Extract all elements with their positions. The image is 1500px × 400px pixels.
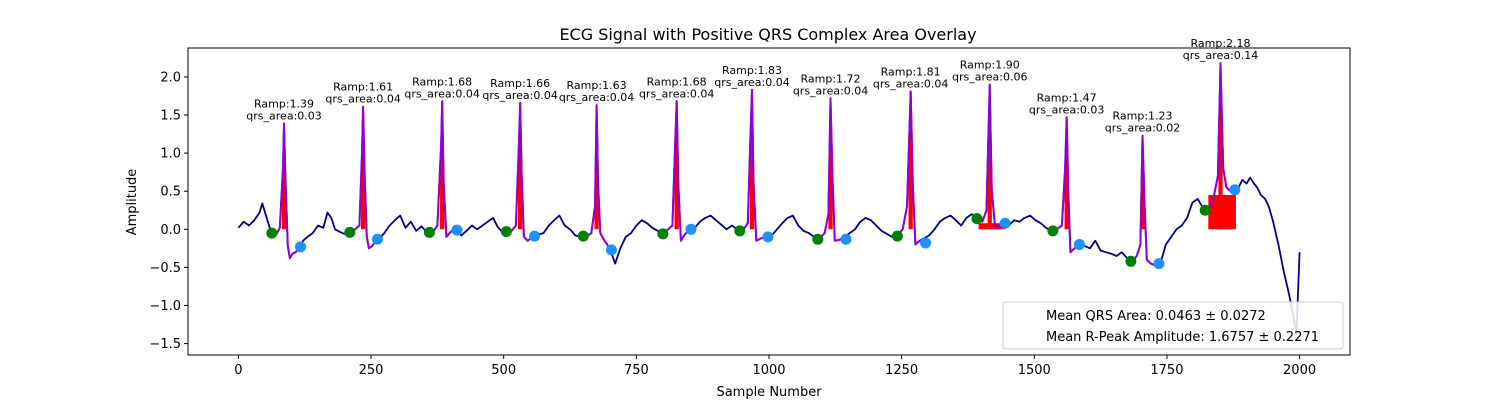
qrs-area-label-3: qrs_area:0.04 (404, 87, 479, 100)
r-amplitude-label-2: Ramp:1.61 (333, 81, 393, 94)
r-amplitude-label-11: Ramp:1.47 (1037, 91, 1097, 104)
x-tick-label-1250: 1250 (885, 363, 918, 378)
y-tick-label-5: 1.0 (160, 147, 181, 162)
legend: Mean QRS Area: 0.0463 ± 0.0272 Mean R-Pe… (1002, 301, 1344, 350)
r-amplitude-label-9: Ramp:1.81 (881, 65, 941, 78)
x-tick-label-1750: 1750 (1150, 363, 1183, 378)
plot-area: Ramp:1.39qrs_area:0.03Ramp:1.61qrs_area:… (237, 37, 1301, 336)
q-point-5 (577, 230, 589, 242)
x-tick-label-250: 250 (359, 363, 384, 378)
s-point-7 (762, 231, 774, 243)
legend-entry-mean-qrs-area: Mean QRS Area: 0.0463 ± 0.0272 (1046, 309, 1266, 324)
y-tick-label-2: −0.5 (149, 261, 181, 276)
qrs-area-fill-3 (440, 101, 445, 230)
qrs-area-label-13: qrs_area:0.14 (1183, 49, 1258, 62)
qrs-area-label-9: qrs_area:0.04 (873, 77, 948, 90)
r-amplitude-label-7: Ramp:1.83 (722, 64, 782, 77)
s-point-3 (451, 224, 463, 236)
r-amplitude-label-10: Ramp:1.90 (960, 59, 1020, 72)
qrs-area-label-7: qrs_area:0.04 (714, 76, 789, 89)
s-point-1 (294, 241, 306, 253)
s-point-12 (1153, 258, 1165, 270)
x-tick-label-2000: 2000 (1283, 363, 1316, 378)
y-tick-label-3: 0.0 (160, 223, 181, 238)
s-point-4 (528, 230, 540, 242)
q-point-7 (734, 225, 746, 237)
q-point-12 (1125, 255, 1137, 267)
axes-ticks: 0 250 500 750 1000 1250 1500 1750 2000 −1.5 −1.0 −0… (149, 70, 1316, 378)
qrs-area-label-6: qrs_area:0.04 (639, 87, 714, 100)
qrs-area-fill-10 (987, 84, 992, 230)
x-tick-label-1000: 1000 (752, 363, 785, 378)
q-point-10 (971, 213, 983, 225)
legend-box (1002, 301, 1344, 350)
qrs-segment-11 (1052, 116, 1081, 254)
qrs-area-label-5: qrs_area:0.04 (559, 91, 634, 104)
r-amplitude-label-4: Ramp:1.66 (490, 77, 550, 90)
q-point-11 (1047, 225, 1059, 237)
s-point-13 (1229, 184, 1241, 196)
qrs-area-label-8: qrs_area:0.04 (793, 84, 868, 97)
qrs-area-label-12: qrs_area:0.02 (1105, 122, 1180, 135)
s-point-9 (920, 237, 932, 249)
q-point-2 (344, 226, 356, 238)
y-tick-label-6: 1.5 (160, 109, 181, 124)
s-point-10 (999, 217, 1011, 229)
y-tick-label-1: −1.0 (149, 299, 181, 314)
r-amplitude-label-12: Ramp:1.23 (1113, 110, 1173, 123)
q-point-13 (1199, 204, 1211, 216)
x-tick-label-1500: 1500 (1018, 363, 1051, 378)
r-amplitude-label-13: Ramp:2.18 (1191, 37, 1251, 50)
r-amplitude-label-1: Ramp:1.39 (254, 97, 314, 110)
qrs-area-label-2: qrs_area:0.04 (325, 93, 400, 106)
q-point-6 (657, 228, 669, 240)
qrs-segment-3 (429, 100, 458, 238)
q-point-8 (812, 233, 824, 245)
x-axis-label: Sample Number (716, 385, 822, 400)
q-point-3 (423, 226, 435, 238)
s-point-2 (371, 233, 383, 245)
y-tick-label-4: 0.5 (160, 185, 181, 200)
qrs-area-label-4: qrs_area:0.04 (482, 89, 557, 102)
r-amplitude-label-6: Ramp:1.68 (647, 75, 707, 88)
q-point-9 (891, 230, 903, 242)
legend-entry-mean-r-peak-amplitude: Mean R-Peak Amplitude: 1.6757 ± 0.2271 (1046, 330, 1319, 345)
s-point-6 (685, 223, 697, 235)
qrs-area-label-11: qrs_area:0.03 (1029, 103, 1104, 116)
qrs-area-fill-1 (281, 123, 287, 230)
qrs-segment-12 (1130, 134, 1160, 267)
qrs-area-fill-2 (360, 106, 366, 230)
qrs-area-block-1 (978, 223, 1006, 230)
s-point-5 (605, 244, 617, 256)
qrs-area-fill-4 (518, 102, 523, 230)
r-amplitude-label-3: Ramp:1.68 (412, 75, 472, 88)
qrs-segment-1 (271, 122, 302, 260)
x-tick-label-750: 750 (624, 363, 649, 378)
s-point-11 (1073, 239, 1085, 251)
r-amplitude-label-5: Ramp:1.63 (567, 79, 627, 92)
q-point-4 (500, 226, 512, 238)
qrs-area-label-1: qrs_area:0.03 (246, 109, 321, 122)
qrs-area-fill-13 (1218, 63, 1223, 230)
y-axis-label: Amplitude (125, 169, 140, 236)
qrs-area-label-10: qrs_area:0.06 (952, 71, 1027, 84)
x-tick-label-0: 0 (234, 363, 242, 378)
q-point-1 (266, 227, 278, 239)
r-amplitude-label-8: Ramp:1.72 (801, 72, 861, 85)
x-tick-label-500: 500 (491, 363, 516, 378)
y-tick-label-7: 2.0 (160, 70, 181, 85)
chart-title: ECG Signal with Positive QRS Complex Are… (559, 25, 976, 44)
y-tick-label-0: −1.5 (149, 337, 181, 352)
s-point-8 (840, 233, 852, 245)
